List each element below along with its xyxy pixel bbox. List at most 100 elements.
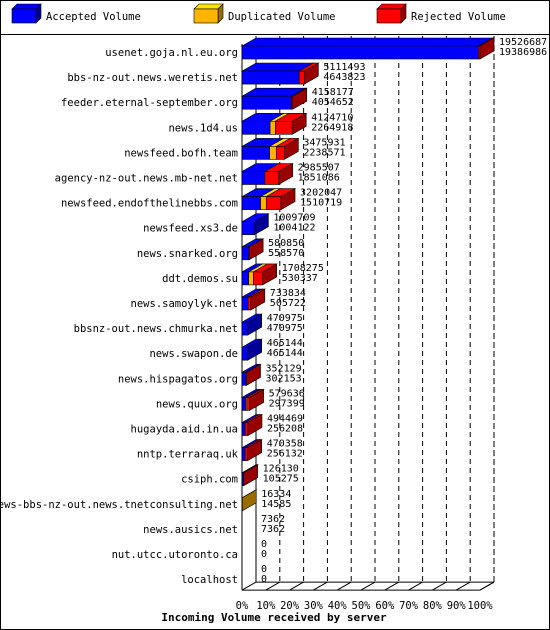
bar-segment xyxy=(275,121,293,135)
bar-segment xyxy=(241,221,255,235)
grid-floor-line xyxy=(384,581,400,591)
bar-segment-side xyxy=(262,263,278,286)
bar-row xyxy=(240,263,278,286)
x-tick-label: 20% xyxy=(280,600,300,612)
legend: Accepted Volume Duplicated Volume Rejected… xyxy=(11,3,506,24)
category-label: bbs-nz-out.news.weretis.net xyxy=(67,72,238,84)
bar-segment-side xyxy=(241,489,257,512)
category-label: news.1d4.us xyxy=(168,122,238,134)
category-label: ddt.demos.su xyxy=(162,273,238,285)
bar-segment xyxy=(269,146,277,160)
bar-row xyxy=(240,162,294,186)
total-volume-label: 2985507 xyxy=(298,163,340,174)
x-tick-label: 60% xyxy=(375,600,395,612)
bar-segment xyxy=(241,45,479,60)
bar-segment xyxy=(253,271,264,286)
bar-segment-side xyxy=(248,238,264,261)
bar-row xyxy=(240,388,265,411)
total-volume-label: 494469 xyxy=(267,414,303,425)
bar-segment xyxy=(244,447,249,461)
bar-segment xyxy=(247,296,252,311)
grid-floor-line xyxy=(432,581,447,591)
category-label: localhost xyxy=(181,574,238,586)
category-label: news-bbs-nz-out.news.tnetconsulting.net xyxy=(0,499,238,511)
bar-row xyxy=(240,313,263,336)
accepted-volume-label: 19386986 xyxy=(499,47,547,58)
bar-segment xyxy=(260,196,267,210)
total-volume-label: 580850 xyxy=(268,238,304,249)
accepted-volume-label: 0 xyxy=(261,549,267,560)
bar-segment xyxy=(241,171,266,185)
total-volume-label: 16334 xyxy=(261,489,291,500)
category-label: news.hispagatos.org xyxy=(118,373,238,385)
category-label: usenet.goja.nl.eu.org xyxy=(105,47,238,59)
bar-row xyxy=(240,112,308,135)
category-label: news.ausics.net xyxy=(143,524,238,536)
legend-item-1: Duplicated Volume xyxy=(193,3,335,24)
accepted-volume-label: 7362 xyxy=(261,524,285,535)
grid-floor-line xyxy=(336,581,352,591)
bar-segment xyxy=(241,296,249,311)
bar-segment-side xyxy=(246,363,261,386)
bar-row xyxy=(240,363,262,386)
total-volume-label: 0 xyxy=(261,539,267,550)
accepted-volume-label: 4643823 xyxy=(323,72,365,83)
category-label: agency-nz-out.news.mb-net.net xyxy=(55,173,238,185)
x-tick-label: 0% xyxy=(236,600,249,612)
accepted-volume-label: 530337 xyxy=(282,273,318,284)
legend-item-2: Rejected Volume xyxy=(376,3,506,24)
bar-segment xyxy=(241,422,246,436)
x-tick-label: 30% xyxy=(304,600,324,612)
bar-segment xyxy=(241,397,246,411)
total-volume-label: 1708275 xyxy=(282,263,324,274)
bar-row xyxy=(240,37,496,60)
category-label: newsfeed.bofh.team xyxy=(124,147,238,159)
bar-segment xyxy=(241,246,250,261)
bar-segment-side xyxy=(284,137,299,160)
total-volume-label: 470358 xyxy=(267,439,303,450)
bar-row xyxy=(240,87,308,110)
accepted-volume-label: 256208 xyxy=(267,424,303,435)
bar-segment-side xyxy=(247,413,263,437)
bar-segment-side xyxy=(280,188,296,211)
bar-segment-side xyxy=(247,313,263,336)
legend-label-0: Accepted Volume xyxy=(46,11,141,23)
accepted-volume-label: 558570 xyxy=(268,248,304,259)
bar-segment xyxy=(241,70,300,85)
bar-segment-side xyxy=(304,62,319,85)
bar-segment-side xyxy=(247,439,263,462)
total-volume-label: 579636 xyxy=(269,388,305,399)
total-volume-label: 1009709 xyxy=(273,213,315,224)
accepted-volume-label: 465144 xyxy=(267,348,303,359)
bar-segment-side xyxy=(292,87,307,110)
bar-segment xyxy=(264,171,279,185)
total-volume-label: 4158177 xyxy=(312,87,354,98)
category-labels: usenet.goja.nl.eu.org bbs-nz-out.news.wer… xyxy=(0,47,239,586)
x-tick-labels: 0% 10% 20% 30% 40% 50% 60% 70% 80% 90% 100% xyxy=(236,600,494,612)
bar-segment-side xyxy=(243,464,258,487)
grid-floor-line xyxy=(360,581,376,591)
bar-segment-side xyxy=(278,162,293,186)
category-label: news.quux.org xyxy=(156,398,238,410)
accepted-volume-label: 297399 xyxy=(269,398,305,409)
x-axis-label: Incoming Volume received by server xyxy=(161,611,387,624)
category-label: nntp.terraraq.uk xyxy=(137,449,239,461)
bar-row xyxy=(240,489,258,512)
bar-segment xyxy=(248,271,254,286)
x-tick-label: 70% xyxy=(399,600,419,612)
bar-segment xyxy=(244,422,249,436)
bar-segment-side xyxy=(249,388,264,411)
category-label: news.snarked.org xyxy=(137,248,238,260)
accepted-volume-label: 1510719 xyxy=(300,198,342,209)
bar-row xyxy=(240,439,263,462)
accepted-volume-label: 505722 xyxy=(270,298,306,309)
bar-segment xyxy=(241,196,261,210)
total-volume-label: 733834 xyxy=(270,288,306,299)
category-label: bbsnz-out.news.chmurka.net xyxy=(74,323,238,335)
accepted-volume-label: 2264918 xyxy=(311,122,353,133)
category-label: nut.utcc.utoronto.ca xyxy=(112,549,238,561)
grid-floor-line xyxy=(265,581,281,591)
bar-segment xyxy=(241,371,247,386)
